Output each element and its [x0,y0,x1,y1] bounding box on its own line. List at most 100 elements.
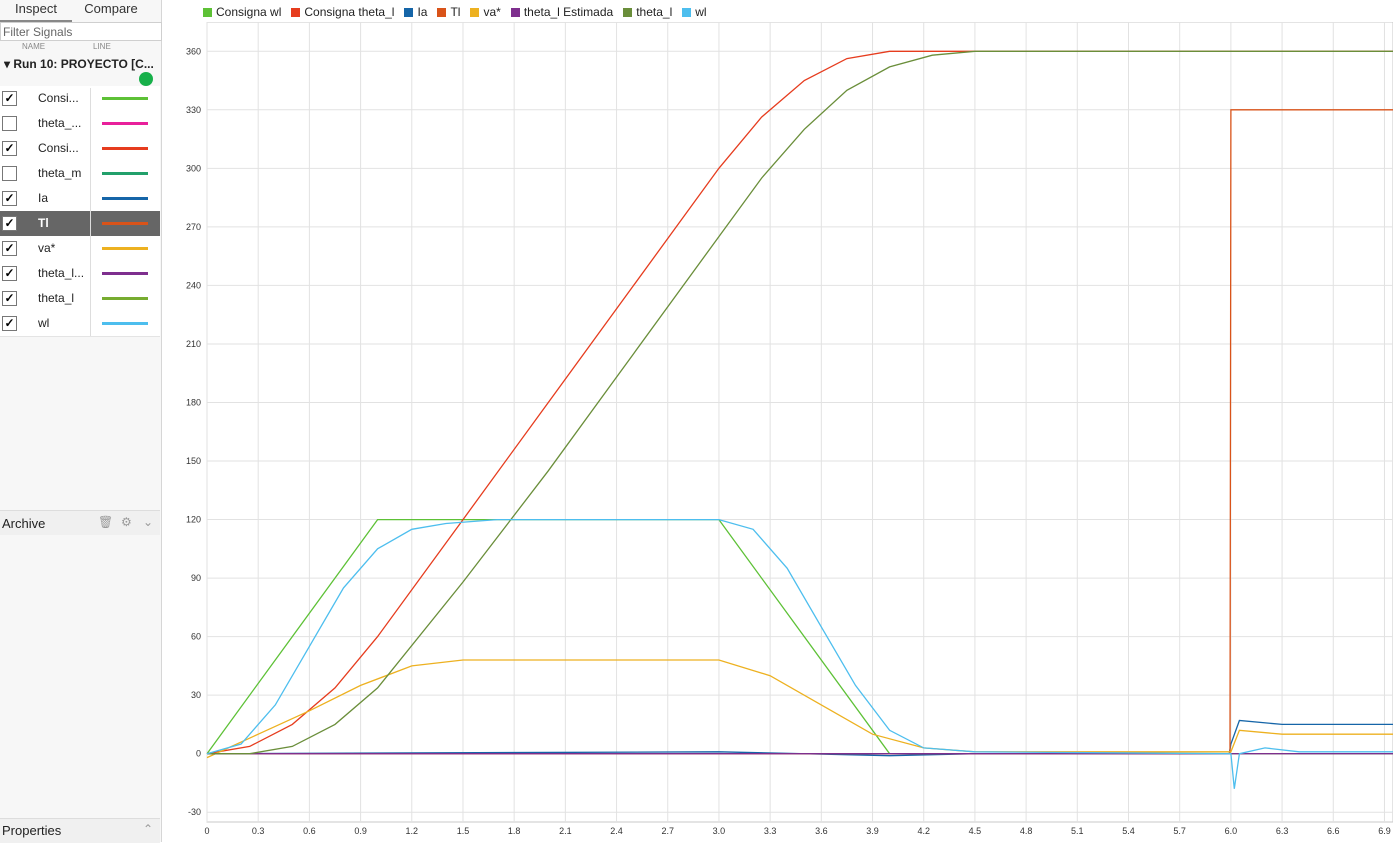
y-tick-label: -30 [188,807,201,817]
signal-line-swatch[interactable] [102,97,148,100]
legend-label: va* [483,5,501,19]
signal-sidebar: Inspect Compare NAME LINE ▾ Run 10: PROY… [0,0,162,843]
signal-line-swatch[interactable] [102,147,148,150]
x-tick-label: 1.5 [457,826,470,836]
signal-line-swatch[interactable] [102,322,148,325]
x-tick-label: 3.0 [713,826,726,836]
x-tick-label: 0.6 [303,826,316,836]
signal-row[interactable]: ✓ theta_l... [0,261,160,287]
legend-swatch [510,7,520,17]
y-tick-label: 120 [186,515,201,525]
signal-name: Consi... [38,91,79,105]
archive-header[interactable]: Archive 🗑 ⚙ ⌄ [0,510,160,535]
column-header-line: LINE [93,42,111,51]
signal-row[interactable]: theta_m [0,161,160,187]
series-line [206,518,1393,789]
sidebar-tabs: Inspect Compare [0,0,161,23]
chevron-down-icon[interactable]: ⌄ [143,515,154,529]
legend-label: theta_l Estimada [523,5,614,19]
signal-line-swatch[interactable] [102,247,148,250]
signal-checkbox[interactable] [2,166,17,181]
y-tick-label: 90 [191,573,201,583]
column-header-name: NAME [22,42,46,51]
legend-item[interactable]: va* [470,5,501,19]
x-tick-label: 0 [204,826,209,836]
legend-item[interactable]: Ia [404,5,427,19]
x-tick-label: 0.9 [354,826,367,836]
trash-icon[interactable]: 🗑 [98,515,114,529]
legend-item[interactable]: wl [682,5,707,19]
tab-compare[interactable]: Compare [84,1,138,16]
signal-line-swatch[interactable] [102,122,148,125]
x-tick-label: 4.2 [917,826,930,836]
x-tick-label: 2.4 [610,826,623,836]
signal-checkbox[interactable]: ✓ [2,141,17,156]
x-tick-label: 6.3 [1276,826,1289,836]
signal-name: theta_l [38,291,75,305]
legend-swatch [291,7,301,17]
legend-swatch [623,7,633,17]
x-tick-label: 3.3 [764,826,777,836]
signal-row[interactable]: ✓ theta_l [0,286,160,312]
legend-item[interactable]: Consigna wl [203,5,281,19]
signal-row[interactable]: ✓ Ia [0,186,160,212]
x-tick-label: 4.5 [969,826,982,836]
y-tick-label: 150 [186,456,201,466]
series-line [206,50,1393,755]
signal-row[interactable]: ✓ wl [0,311,160,337]
legend-item[interactable]: Tl [437,5,460,19]
legend-label: Tl [450,5,461,19]
signal-line-swatch[interactable] [102,197,148,200]
filter-signals-input[interactable] [0,22,162,41]
signal-checkbox[interactable] [2,116,17,131]
gear-icon[interactable]: ⚙ [121,515,132,529]
y-tick-label: 30 [191,690,201,700]
legend-item[interactable]: theta_l Estimada [510,5,614,19]
collapse-triangle-icon[interactable]: ▾ [4,57,14,71]
legend-swatch [404,7,414,17]
signal-checkbox[interactable]: ✓ [2,316,17,331]
run-label: Run 10: PROYECTO [C... [13,57,154,71]
y-tick-label: 210 [186,339,201,349]
signal-checkbox[interactable]: ✓ [2,266,17,281]
signal-row[interactable]: ✓ Consi... [0,136,160,162]
signal-line-swatch[interactable] [102,172,148,175]
signal-checkbox[interactable]: ✓ [2,216,17,231]
x-tick-label: 2.7 [661,826,674,836]
signal-row[interactable]: ✓ Consi... [0,86,160,112]
x-tick-label: 0.3 [252,826,265,836]
chevron-up-icon[interactable]: ⌃ [143,822,154,836]
x-tick-label: 1.2 [406,826,419,836]
signal-name: wl [38,316,50,330]
plot-area [206,22,1393,823]
properties-header[interactable]: Properties ⌃ [0,818,160,843]
y-tick-label: 60 [191,632,201,642]
y-tick-label: 330 [186,105,201,115]
legend-swatch [203,7,212,17]
y-tick-label: 0 [196,749,201,759]
signal-checkbox[interactable]: ✓ [2,191,17,206]
legend-item[interactable]: Consigna theta_l [291,5,394,19]
signal-row[interactable]: theta_... [0,111,160,137]
properties-label: Properties [2,823,62,838]
signal-line-swatch[interactable] [102,297,148,300]
legend-item[interactable]: theta_l [623,5,672,19]
signal-checkbox[interactable]: ✓ [2,91,17,106]
x-tick-label: 4.8 [1020,826,1033,836]
signal-row[interactable]: ✓ Tl [0,211,160,237]
signal-row[interactable]: ✓ va* [0,236,160,262]
signal-name: Consi... [38,141,79,155]
run-header[interactable]: ▾ Run 10: PROYECTO [C... [4,57,160,73]
tab-inspect[interactable]: Inspect [0,0,72,23]
signal-line-swatch[interactable] [102,272,148,275]
signal-line-swatch[interactable] [102,222,148,225]
y-tick-label: 180 [186,397,201,407]
legend-swatch [682,7,692,17]
y-tick-label: 240 [186,280,201,290]
signal-checkbox[interactable]: ✓ [2,291,17,306]
signal-checkbox[interactable]: ✓ [2,241,17,256]
legend-label: Ia [417,5,428,19]
legend-label: wl [695,5,707,19]
legend-swatch [437,7,447,17]
